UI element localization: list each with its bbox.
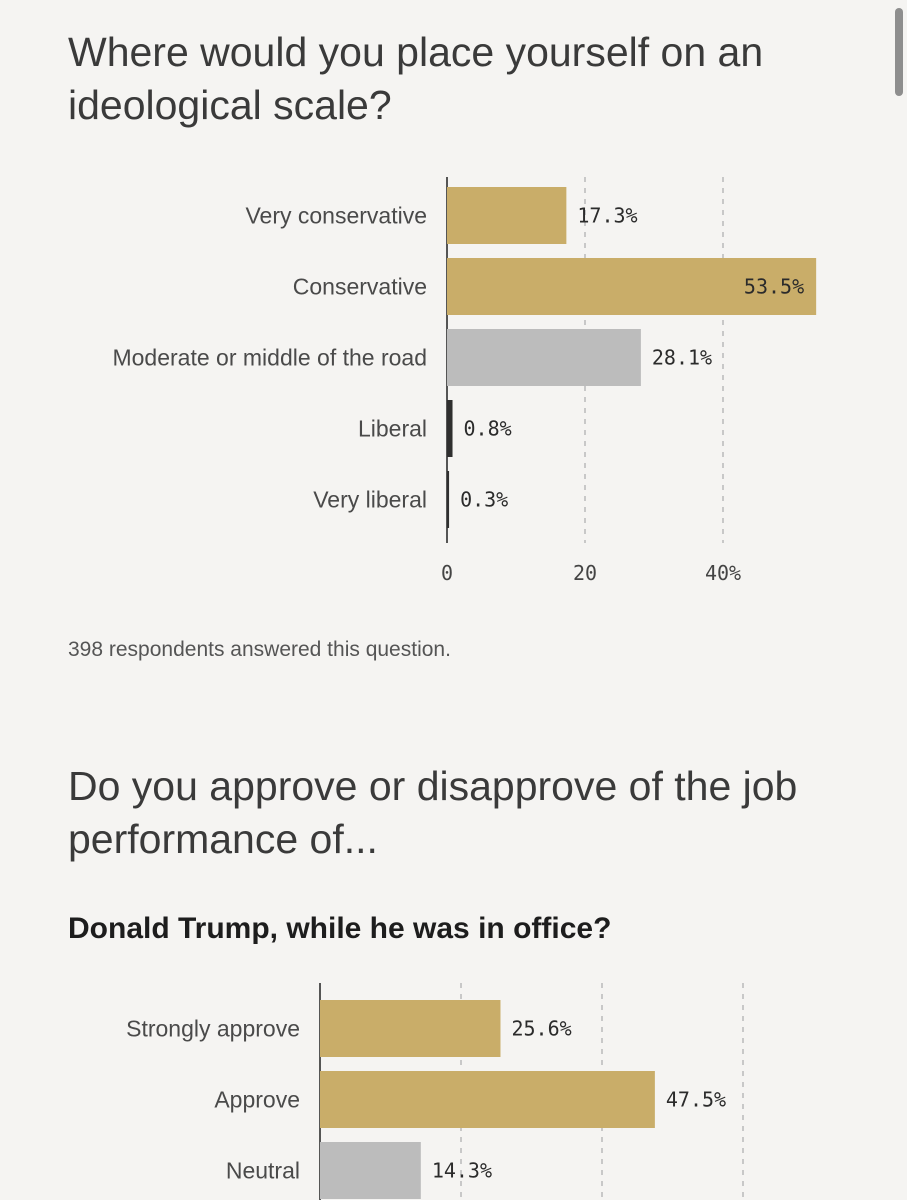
chart1-category-label: Conservative [293,274,427,300]
chart2-value-label: 47.5% [666,1088,726,1112]
question-title-ideology: Where would you place yourself on an ide… [68,29,764,129]
chart1-category-label: Very conservative [245,203,427,229]
chart2-category-label: Strongly approve [126,1016,300,1042]
chart1-value-label: 0.3% [460,488,508,512]
chart2-category-label: Neutral [226,1158,300,1184]
respondents-note: 398 respondents answered this question. [68,638,451,661]
chart1-bar [447,400,453,457]
chart1-category-label: Liberal [358,416,427,442]
chart2-category-label: Approve [214,1087,300,1113]
chart2-bar [320,1142,421,1199]
chart2-value-label: 25.6% [511,1017,571,1041]
chart1-bar [447,471,450,528]
chart1-category-label: Very liberal [313,487,427,513]
chart1-value-label: 53.5% [744,275,804,299]
chart1-tick-label: 20 [573,561,597,585]
subquestion-trump: Donald Trump, while he was in office? [68,912,612,945]
chart1-bar [447,329,641,386]
chart2-bar [320,1071,655,1128]
chart1-value-label: 17.3% [577,204,637,228]
chart1-tick-label: 0 [441,561,453,585]
question-title-approval: Do you approve or disapprove of the job … [68,763,798,863]
chart1-category-label: Moderate or middle of the road [112,345,427,371]
trump-approval-bar-chart: Strongly approve 25.6% Approve 47.5% Neutral… [126,983,744,1200]
chart1-tick-label: 40% [705,561,741,585]
chart1-value-label: 28.1% [652,346,712,370]
chart1-bar [447,187,567,244]
chart2-value-label: 14.3% [432,1159,492,1183]
scrollbar-thumb[interactable] [895,8,903,96]
chart1-bar [447,258,817,315]
chart1-value-label: 0.8% [464,417,512,441]
ideology-bar-chart: 0 20 40% Very conservative 17.3% Conservative… [112,177,817,585]
chart2-bar [320,1000,501,1057]
